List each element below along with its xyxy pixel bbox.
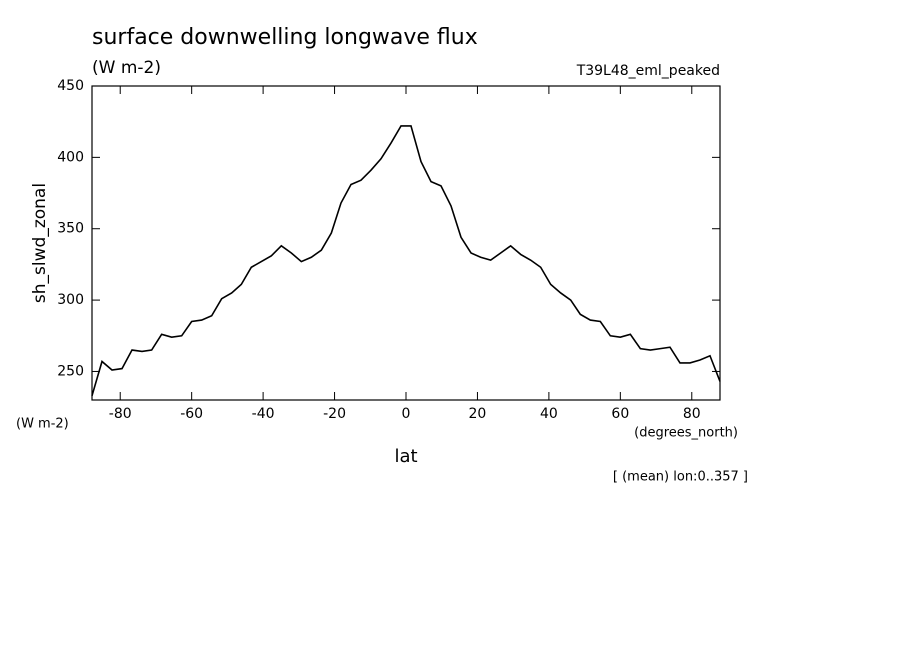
- x-tick-label: -20: [323, 406, 346, 422]
- note: [ (mean) lon:0..357 ]: [613, 470, 748, 485]
- x-units: (degrees_north): [634, 426, 738, 441]
- x-tick-label: 60: [611, 406, 629, 422]
- y-tick-label: 400: [57, 149, 84, 165]
- dataset: T39L48_eml_peaked: [576, 63, 720, 79]
- x-tick-label: 40: [540, 406, 558, 422]
- y-axis-label: sh_slwd_zonal: [30, 183, 50, 303]
- line: [91, 125, 721, 396]
- y-tick-label: 350: [57, 221, 84, 237]
- chart-title: surface downwelling longwave flux: [92, 25, 478, 50]
- x-tick-label: 0: [402, 406, 411, 422]
- y-tick-label: 300: [57, 292, 84, 308]
- y-tick-label: 250: [57, 363, 84, 379]
- units: (W m-2): [92, 58, 161, 78]
- y-units: (W m-2): [16, 417, 69, 432]
- x-tick-label: 20: [469, 406, 487, 422]
- x-tick-label: -80: [109, 406, 132, 422]
- x-axis-label: lat: [394, 446, 417, 467]
- x-tick-label: -60: [180, 406, 203, 422]
- y-tick-label: 450: [57, 78, 84, 94]
- x-tick-label: 80: [683, 406, 701, 422]
- x-tick-label: -40: [252, 406, 275, 422]
